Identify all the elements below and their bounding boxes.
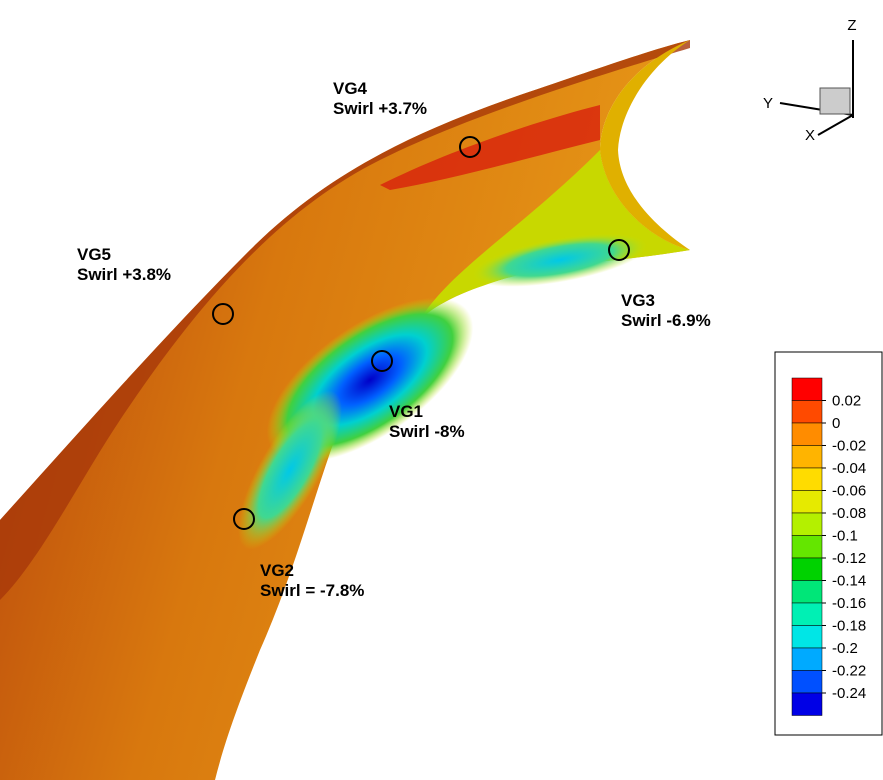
legend-swatch: [791, 625, 823, 649]
legend-swatch: [791, 490, 823, 514]
probe-circles: [212, 136, 630, 530]
legend-label: -0.02: [832, 438, 866, 455]
axis-label: X: [805, 127, 815, 144]
legend-label: -0.18: [832, 618, 866, 635]
legend-label: -0.08: [832, 505, 866, 522]
legend-label: -0.16: [832, 595, 866, 612]
legend-label: 0.02: [832, 393, 861, 410]
legend-swatch: [791, 512, 823, 536]
probe-name: VG4: [333, 79, 368, 98]
probe-name: VG2: [260, 561, 294, 580]
legend-swatch: [791, 602, 823, 626]
legend-label: -0.2: [832, 640, 858, 657]
probe-swirl: Swirl = -7.8%: [260, 581, 364, 600]
legend-swatch: [791, 647, 823, 671]
legend-swatch: [791, 557, 823, 581]
legend-swatch: [791, 535, 823, 559]
legend-swatch: [791, 670, 823, 694]
probe-swirl: Swirl -8%: [389, 422, 465, 441]
probe-swirl: Swirl +3.7%: [333, 99, 427, 118]
axis-triad: Z Y X: [763, 17, 857, 144]
axis-label: Z: [847, 17, 856, 34]
legend-swatch: [791, 400, 823, 424]
legend-label: -0.1: [832, 528, 858, 545]
legend-swatch: [791, 467, 823, 491]
legend-label: -0.14: [832, 573, 866, 590]
probe-swirl: Swirl -6.9%: [621, 311, 711, 330]
duct-surface: [0, 40, 690, 780]
probe-name: VG5: [77, 245, 111, 264]
legend-label: -0.24: [832, 685, 866, 702]
probe-name: VG3: [621, 291, 655, 310]
legend: 0.02 0 -0.02 -0.04 -0.06 -0.08 -0.1 -0.12 -0.14 -…: [791, 377, 866, 716]
legend-label: -0.22: [832, 663, 866, 680]
axis-label: Y: [763, 95, 773, 112]
legend-swatch: [791, 580, 823, 604]
legend-label: -0.06: [832, 483, 866, 500]
probe-name: VG1: [389, 402, 423, 421]
legend-swatch: [791, 377, 823, 401]
legend-label: -0.04: [832, 460, 866, 477]
legend-label: -0.12: [832, 550, 866, 567]
legend-swatch: [791, 422, 823, 446]
legend-swatch: [791, 445, 823, 469]
probe-swirl: Swirl +3.8%: [77, 265, 171, 284]
legend-label: 0: [832, 415, 840, 432]
legend-swatch: [791, 692, 823, 716]
